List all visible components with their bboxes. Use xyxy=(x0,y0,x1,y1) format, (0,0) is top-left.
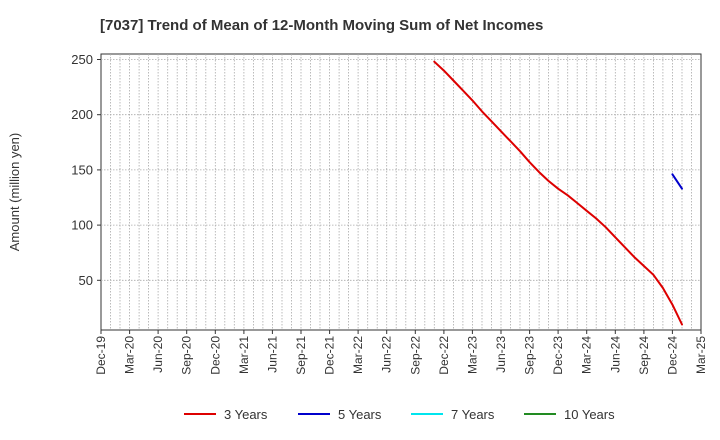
y-tick-label: 200 xyxy=(71,107,93,122)
x-tick-label: Jun-20 xyxy=(151,336,165,373)
x-tick-label: Jun-23 xyxy=(494,336,508,373)
x-tick-label: Dec-23 xyxy=(551,336,565,375)
x-tick-label: Dec-19 xyxy=(94,336,108,375)
x-tick-label: Dec-24 xyxy=(665,336,679,375)
x-tick-label: Sep-24 xyxy=(637,336,651,375)
x-tick-label: Mar-23 xyxy=(465,336,479,374)
x-tick-label: Dec-22 xyxy=(437,336,451,375)
x-tick-label: Sep-20 xyxy=(180,336,194,375)
x-tick-label: Jun-24 xyxy=(608,336,622,373)
y-tick-label: 100 xyxy=(71,218,93,233)
legend-label: 10 Years xyxy=(564,407,615,422)
x-tick-label: Sep-21 xyxy=(294,336,308,375)
chart-title: [7037] Trend of Mean of 12-Month Moving … xyxy=(100,17,543,34)
x-tick-label: Mar-25 xyxy=(694,336,708,374)
grid xyxy=(101,54,701,330)
x-tick-label: Dec-20 xyxy=(208,336,222,375)
x-tick-label: Mar-22 xyxy=(351,336,365,374)
x-tick-label: Mar-20 xyxy=(123,336,137,374)
x-tick-label: Mar-21 xyxy=(237,336,251,374)
legend: 3 Years 5 Years 7 Years 10 Years xyxy=(184,407,615,422)
y-tick-label: 250 xyxy=(71,52,93,67)
series-lines xyxy=(433,60,683,326)
legend-label: 5 Years xyxy=(338,407,382,422)
x-tick-label: Sep-22 xyxy=(408,336,422,375)
y-tick-label: 150 xyxy=(71,162,93,177)
x-axis-ticks: Dec-19 Mar-20 Jun-20 Sep-20 Dec-20 Mar-21 Jun-… xyxy=(94,330,708,375)
legend-label: 3 Years xyxy=(224,407,268,422)
series-line-5-years xyxy=(671,173,683,190)
x-tick-label: Dec-21 xyxy=(323,336,337,375)
x-tick-label: Mar-24 xyxy=(580,336,594,374)
y-axis-ticks: 50 100 150 200 250 xyxy=(71,52,101,288)
x-tick-label: Jun-21 xyxy=(265,336,279,373)
y-tick-label: 50 xyxy=(79,273,93,288)
y-axis-label: Amount (million yen) xyxy=(7,133,22,252)
plot-area xyxy=(100,53,702,331)
x-tick-label: Sep-23 xyxy=(523,336,537,375)
series-line-3-years xyxy=(433,60,683,326)
x-tick-label: Jun-22 xyxy=(380,336,394,373)
legend-label: 7 Years xyxy=(451,407,495,422)
